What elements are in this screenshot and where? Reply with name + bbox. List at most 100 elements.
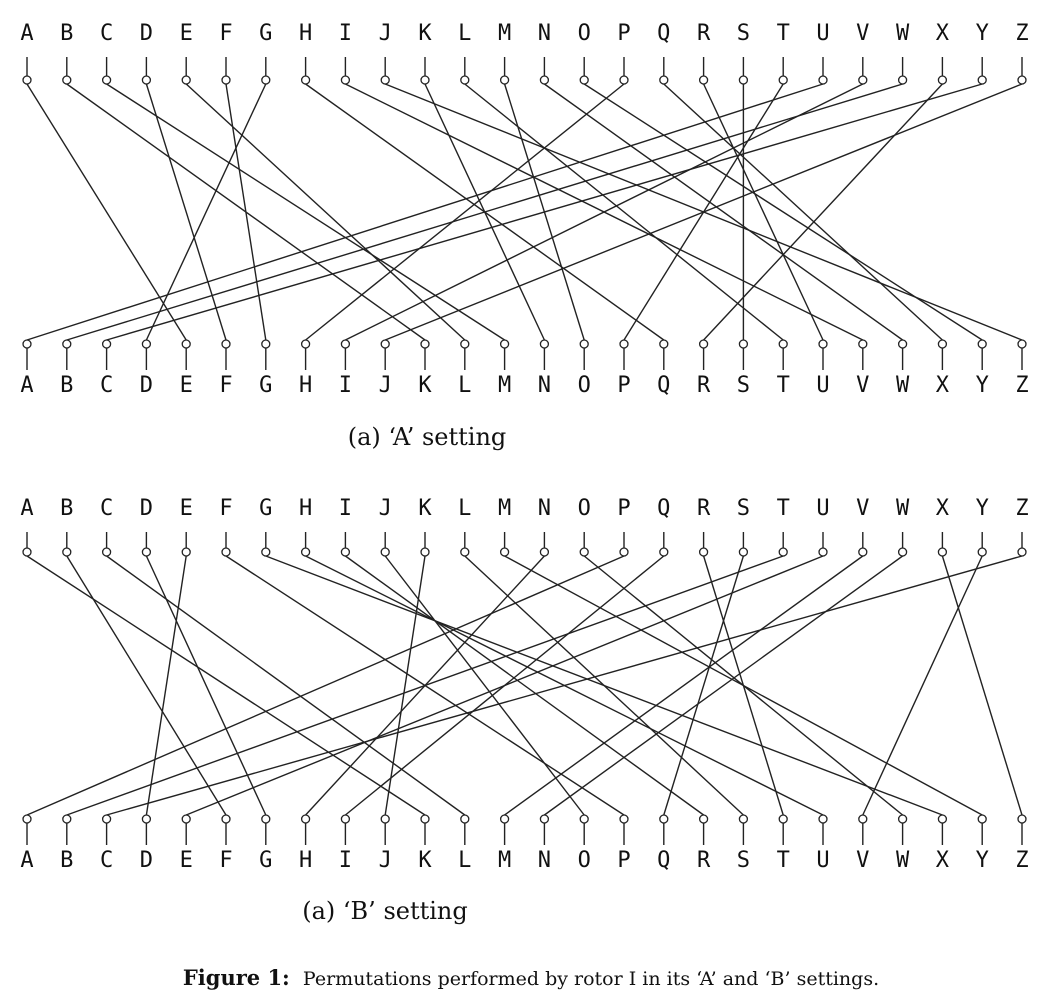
output-pin-r bbox=[698, 339, 709, 349]
input-letter-d-a: D bbox=[140, 21, 153, 46]
wire-z-to-c bbox=[106, 555, 1023, 816]
input-pin-e bbox=[181, 75, 191, 85]
output-contacts: A B C D E F G H I J K L M N O P Q R S T U V W X Y Z bbox=[20, 339, 1029, 398]
output-pin-a bbox=[22, 339, 32, 349]
rotor-diagram-a-setting: A B C D E F G H I J K L M N O P Q R S T U V W X Y Z A B C D E F G H I J K L M… bbox=[20, 21, 1028, 398]
input-letter-v-b: V bbox=[856, 496, 869, 521]
output-letter-w-b: W bbox=[896, 848, 910, 873]
output-letter-e-a: E bbox=[180, 373, 193, 398]
input-pin-z bbox=[1017, 75, 1027, 85]
wire-y-to-c bbox=[106, 83, 983, 341]
input-pin-d bbox=[141, 547, 152, 557]
output-letter-d-b: D bbox=[140, 848, 153, 873]
figure-label: Figure 1: bbox=[183, 965, 290, 990]
output-pin-d bbox=[141, 339, 152, 349]
output-pin-x bbox=[937, 814, 948, 824]
input-letter-b-a: B bbox=[60, 21, 73, 46]
output-letter-c-a: C bbox=[100, 373, 113, 398]
output-letter-i-a: I bbox=[339, 373, 352, 398]
output-pin-r bbox=[698, 814, 709, 824]
wire-w-to-n bbox=[543, 555, 904, 816]
input-letter-u-b: U bbox=[816, 496, 829, 521]
wire-u-to-a bbox=[26, 83, 824, 341]
wiring-lines bbox=[26, 555, 1023, 816]
wire-d-to-g bbox=[145, 555, 267, 816]
input-pin-e bbox=[181, 547, 191, 557]
output-letter-p-a: P bbox=[617, 373, 630, 398]
input-letter-t-a: T bbox=[777, 21, 790, 46]
input-pin-t bbox=[778, 75, 788, 85]
input-letter-b-b: B bbox=[60, 496, 73, 521]
output-pin-l bbox=[460, 814, 470, 824]
output-pin-m bbox=[499, 814, 510, 824]
wire-l-to-s bbox=[464, 555, 744, 816]
wire-y-to-v bbox=[862, 555, 983, 816]
input-pin-g bbox=[261, 547, 271, 557]
input-letter-e-a: E bbox=[180, 21, 193, 46]
input-pin-p bbox=[619, 547, 629, 557]
caption-b-setting: (a) ‘B’ setting bbox=[302, 897, 468, 925]
output-pin-h bbox=[300, 339, 311, 349]
input-pin-g bbox=[261, 75, 271, 85]
wire-a-to-e bbox=[26, 83, 187, 341]
input-letter-a-b: A bbox=[20, 496, 33, 521]
input-letter-u-a: U bbox=[816, 21, 829, 46]
input-pin-s bbox=[738, 547, 749, 557]
input-pin-i bbox=[340, 75, 351, 85]
output-pin-f bbox=[221, 339, 231, 349]
output-pin-w bbox=[897, 339, 908, 349]
output-pin-l bbox=[460, 339, 470, 349]
output-pin-q bbox=[659, 814, 669, 824]
wire-e-to-d bbox=[145, 555, 187, 816]
output-pin-t bbox=[778, 339, 788, 349]
input-pin-y bbox=[977, 75, 987, 85]
input-letter-j-b: J bbox=[379, 496, 392, 521]
wire-w-to-b bbox=[66, 83, 903, 341]
input-letter-m-a: M bbox=[498, 21, 511, 46]
input-letter-v-a: V bbox=[856, 21, 869, 46]
input-pin-v bbox=[858, 75, 868, 85]
input-pin-j bbox=[380, 75, 390, 85]
wiring-lines bbox=[26, 83, 1023, 341]
input-letter-g-a: G bbox=[259, 21, 272, 46]
input-pin-k bbox=[420, 547, 430, 557]
input-letter-p-b: P bbox=[617, 496, 630, 521]
output-pin-z bbox=[1017, 339, 1027, 349]
wire-s-to-q bbox=[663, 555, 745, 816]
output-letter-b-b: B bbox=[60, 848, 73, 873]
output-letter-f-b: F bbox=[219, 848, 232, 873]
output-letter-z-b: Z bbox=[1015, 848, 1028, 873]
output-pin-a bbox=[22, 814, 32, 824]
output-letter-v-b: V bbox=[856, 848, 869, 873]
output-letter-q-b: Q bbox=[657, 848, 670, 873]
wire-r-to-u bbox=[702, 83, 824, 341]
input-letter-n-b: N bbox=[538, 496, 551, 521]
input-pin-c bbox=[101, 75, 112, 85]
output-letter-f-a: F bbox=[219, 373, 232, 398]
output-letter-y-b: Y bbox=[976, 848, 989, 873]
wire-q-to-x bbox=[663, 83, 943, 341]
wire-v-to-m bbox=[504, 555, 864, 816]
output-pin-n bbox=[539, 339, 550, 349]
input-pin-p bbox=[619, 75, 629, 85]
output-letter-u-a: U bbox=[816, 373, 829, 398]
input-pin-u bbox=[818, 547, 828, 557]
wire-t-to-b bbox=[66, 555, 784, 816]
output-letter-s-b: S bbox=[737, 848, 750, 873]
wire-b-to-f bbox=[66, 555, 227, 816]
wire-g-to-d bbox=[145, 83, 267, 341]
input-pin-l bbox=[460, 547, 470, 557]
input-pin-s bbox=[738, 75, 749, 85]
output-letter-j-a: J bbox=[379, 373, 392, 398]
wire-r-to-t bbox=[702, 555, 784, 816]
input-letter-s-b: S bbox=[737, 496, 750, 521]
wire-l-to-t bbox=[464, 83, 784, 341]
figure-text: Permutations performed by rotor I in its… bbox=[303, 968, 879, 990]
input-pin-b bbox=[62, 547, 72, 557]
input-letter-o-a: O bbox=[578, 21, 591, 46]
input-letter-j-a: J bbox=[379, 21, 392, 46]
input-letter-s-a: S bbox=[737, 21, 750, 46]
output-pin-v bbox=[858, 814, 868, 824]
output-letter-q-a: Q bbox=[657, 373, 670, 398]
